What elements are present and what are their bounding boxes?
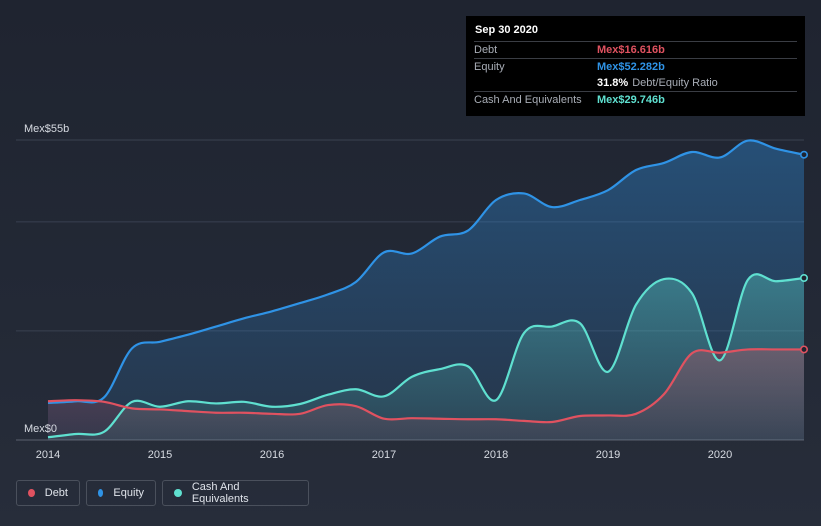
x-tick-label-2020: 2020 [708,449,732,461]
y-tick-label-max: Mex$55b [24,123,69,135]
tooltip-debt-value: Mex$16.616b [597,44,665,56]
legend-equity-label: Equity [113,487,144,499]
series-lines [47,139,805,439]
legend-item-equity[interactable]: Equity [86,480,156,506]
x-tick-label-2015: 2015 [148,449,172,461]
debt-dot-icon [28,489,35,497]
equity-dot-icon [98,489,104,497]
tooltip-cash-label: Cash And Equivalents [474,94,582,106]
tooltip-date: Sep 30 2020 [475,24,538,36]
legend-debt-label: Debt [44,487,68,499]
tooltip-debt-label: Debt [474,44,498,56]
chart-legend: Debt Equity Cash And Equivalents [16,480,309,506]
tooltip-panel: Sep 30 2020 Debt Mex$16.616b Equity Mex$… [466,16,805,116]
x-tick-label-2019: 2019 [596,449,620,461]
x-tick-label-2018: 2018 [484,449,508,461]
legend-cash-label: Cash And Equivalents [191,481,249,505]
tooltip-ratio-value: 31.8% [597,77,629,89]
legend-item-debt[interactable]: Debt [16,480,80,506]
y-tick-label-min: Mex$0 [24,423,57,435]
x-tick-label-2016: 2016 [260,449,284,461]
equity-line [47,139,805,405]
tooltip-row-equity: Equity Mex$52.282b [474,58,797,75]
tooltip-row-cash: Cash And Equivalents Mex$29.746b [474,91,797,108]
debt-line [47,348,804,424]
cash-and-equivalents-end-marker [799,273,808,282]
tooltip-row-debt: Debt Mex$16.616b [474,41,797,58]
x-tick-label-2017: 2017 [372,449,396,461]
x-axis: 2014 2015 2016 2017 2018 2019 2020 [36,449,732,461]
cash-dot-icon [174,489,182,497]
legend-item-cash[interactable]: Cash And Equivalents [162,480,309,506]
debt-end-marker [799,345,808,354]
tooltip-ratio-label: Debt/Equity Ratio [632,77,718,89]
y-axis: Mex$0 Mex$55b [24,123,69,435]
cash-and-equivalents-line [47,273,805,439]
tooltip-equity-label: Equity [474,61,505,73]
debt-area [48,349,804,440]
equity-end-marker [799,150,808,159]
end-markers [799,150,808,354]
tooltip-equity-value: Mex$52.282b [597,61,665,73]
series-areas [48,140,804,440]
tooltip-row-ratio: 31.8% Debt/Equity Ratio [474,75,797,91]
cash-and-equivalents-area [48,274,804,440]
x-tick-label-2014: 2014 [36,449,60,461]
tooltip-cash-value: Mex$29.746b [597,94,665,106]
